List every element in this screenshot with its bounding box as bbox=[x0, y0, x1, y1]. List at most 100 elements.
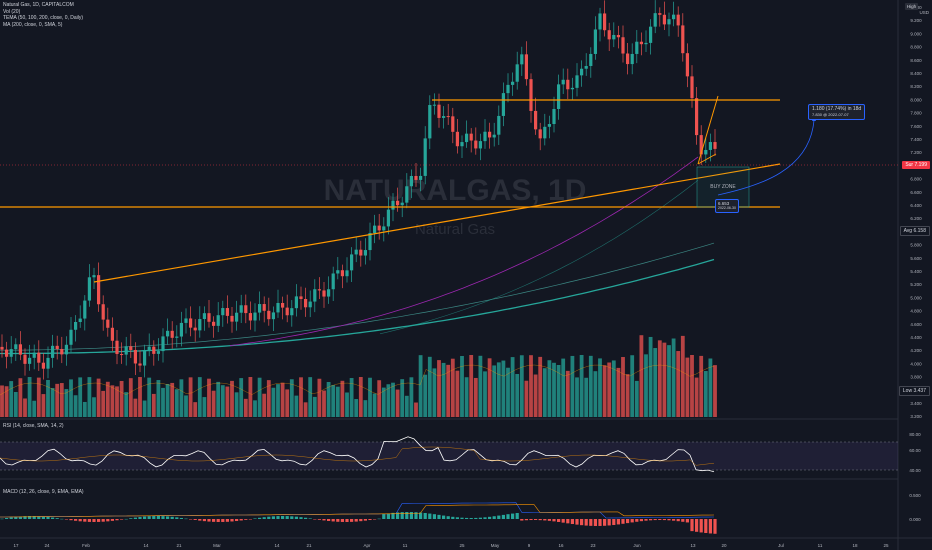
time-axis-label: 23 bbox=[590, 543, 596, 548]
macd-histogram bbox=[0, 502, 717, 534]
candle-body bbox=[14, 344, 18, 350]
candle-body bbox=[179, 322, 183, 337]
macd-bar bbox=[501, 514, 505, 519]
volume-bar bbox=[510, 357, 515, 417]
macd-bar bbox=[340, 519, 344, 522]
volume-bar bbox=[211, 390, 216, 417]
time-axis[interactable]: 17 24 Feb 14 21 Mar 14 21 Apr 11 25 May 9 16 23 Jun 13 20… bbox=[13, 543, 889, 548]
avg-tag-label: Avg bbox=[903, 228, 913, 234]
macd-bar bbox=[18, 516, 22, 519]
volume-bar bbox=[450, 358, 455, 417]
macd-bar bbox=[547, 519, 551, 521]
volume-bar bbox=[400, 379, 405, 417]
candle-body bbox=[235, 312, 239, 322]
macd-bar bbox=[552, 519, 556, 522]
volume-bar bbox=[556, 364, 561, 417]
low-tag-value: 3.437 bbox=[913, 388, 926, 394]
macd-bar bbox=[221, 519, 225, 522]
rsi-legend[interactable]: RSI (14, close, SMA, 14, 2) bbox=[3, 423, 64, 429]
macd-bar bbox=[396, 512, 400, 519]
rising-trendline[interactable] bbox=[93, 163, 781, 283]
macd-bar bbox=[649, 519, 653, 521]
candle-body bbox=[336, 270, 340, 274]
legend-ma[interactable]: MA (200, close, 0, SMA, 5) bbox=[3, 21, 63, 28]
volume-bar bbox=[64, 389, 69, 417]
price-axis-label: 4.000 bbox=[910, 361, 922, 366]
candle-body bbox=[32, 352, 36, 358]
candle-body bbox=[64, 344, 68, 355]
volume-bar bbox=[644, 354, 648, 417]
legend-symbol[interactable]: Natural Gas, 1D, CAPITALCOM bbox=[3, 2, 74, 8]
macd-bar bbox=[359, 519, 363, 522]
candle-body bbox=[589, 53, 593, 67]
volume-bar bbox=[303, 402, 308, 417]
volume-bar bbox=[82, 401, 87, 417]
volume-bar bbox=[340, 380, 345, 417]
macd-bar bbox=[483, 517, 487, 519]
candle-body bbox=[432, 104, 436, 106]
macd-bar bbox=[285, 516, 289, 519]
candle-body bbox=[248, 313, 252, 321]
macd-bar bbox=[713, 519, 717, 534]
wedge-upper-line[interactable] bbox=[697, 95, 719, 165]
volume-bar bbox=[69, 379, 73, 417]
legend-vol[interactable]: Vol (20) bbox=[3, 8, 21, 15]
macd-bar bbox=[175, 517, 179, 519]
volume-bar bbox=[441, 362, 446, 417]
volume-bar bbox=[501, 360, 506, 417]
time-axis-label: Jun bbox=[633, 543, 641, 548]
candle-body bbox=[442, 116, 446, 118]
volume-bar bbox=[487, 358, 492, 417]
macd-bar bbox=[267, 516, 271, 519]
volume-bar bbox=[128, 378, 133, 417]
candle-body bbox=[133, 349, 137, 364]
candle-body bbox=[377, 225, 381, 231]
candle-body bbox=[124, 346, 128, 355]
candle-body bbox=[469, 133, 473, 141]
macd-bar bbox=[152, 516, 156, 519]
candle-body bbox=[612, 34, 616, 40]
volume-bar bbox=[41, 394, 46, 417]
buy-zone-readout[interactable]: 6.653 2022-06-30 bbox=[715, 199, 739, 213]
time-axis-label: 16 bbox=[558, 543, 564, 548]
volume-bar bbox=[202, 397, 207, 417]
time-axis-label: 17 bbox=[13, 543, 19, 548]
macd-bar bbox=[69, 519, 73, 521]
candle-body bbox=[51, 345, 55, 358]
volume-bar bbox=[492, 365, 497, 417]
volume-bar bbox=[50, 388, 55, 417]
candle-body bbox=[267, 310, 271, 320]
volume-bar bbox=[271, 387, 276, 417]
current-price-tag[interactable]: Sur 7.199 bbox=[902, 161, 930, 169]
legend-tema[interactable]: TEMA (50, 100, 200, close, 0, Daily) bbox=[3, 15, 84, 21]
macd-bar bbox=[400, 512, 404, 519]
candle-body bbox=[276, 302, 280, 313]
high-toggle-button[interactable]: High bbox=[905, 3, 918, 10]
projection-arrow[interactable] bbox=[717, 119, 815, 196]
candle-body bbox=[575, 75, 579, 88]
volume-bar bbox=[276, 384, 280, 417]
wedge-lower-line[interactable] bbox=[697, 153, 717, 165]
macd-bar bbox=[497, 515, 501, 519]
avg-tag-value: 6.158 bbox=[913, 228, 926, 234]
time-axis-label: 14 bbox=[143, 543, 149, 548]
low-tag[interactable]: Low 3.437 bbox=[898, 386, 930, 396]
macd-legend[interactable]: MACD (12, 26, close, 9, EMA, EMA) bbox=[3, 489, 84, 495]
macd-bar bbox=[699, 519, 703, 533]
avg-tag[interactable]: Avg 6.158 bbox=[899, 226, 930, 236]
macd-bar bbox=[644, 519, 648, 521]
macd-bar bbox=[616, 519, 620, 525]
price-axis[interactable]: 9.4009.2009.0008.8008.6008.4008.2008.000… bbox=[910, 5, 922, 419]
projection-label[interactable]: 1.180 (17.74%) in 18d 7.830 @ 2022-07-07 bbox=[808, 104, 866, 120]
macd-bar bbox=[543, 519, 547, 521]
macd-bar bbox=[120, 519, 124, 520]
volume-bar bbox=[239, 378, 244, 417]
volume-bar bbox=[156, 380, 161, 417]
time-axis-label: 14 bbox=[274, 543, 280, 548]
volume-bar bbox=[639, 335, 644, 417]
candle-body bbox=[423, 138, 427, 176]
volume-bar bbox=[676, 351, 681, 417]
volume-bar bbox=[446, 364, 451, 417]
macd-bar bbox=[639, 519, 643, 522]
